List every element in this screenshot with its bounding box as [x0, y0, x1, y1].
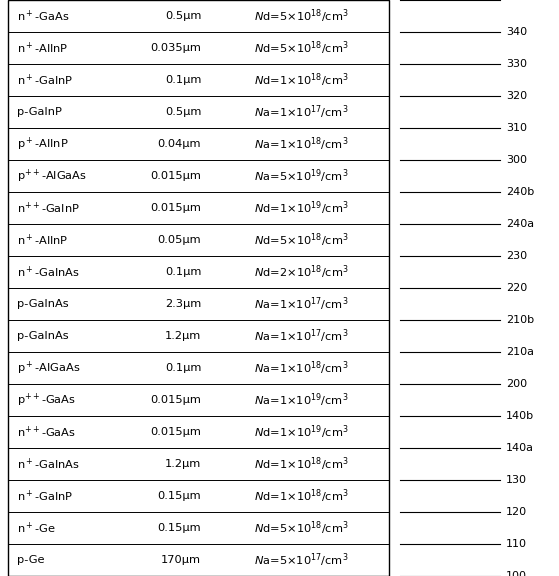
Bar — [8, 0, 389, 576]
Text: 240a: 240a — [506, 219, 534, 229]
Text: n$^+$-GaInAs: n$^+$-GaInAs — [17, 456, 80, 472]
Text: p-GaInAs: p-GaInAs — [17, 299, 68, 309]
Text: 210b: 210b — [506, 315, 534, 325]
Text: 0.015μm: 0.015μm — [150, 203, 201, 213]
Text: 0.015μm: 0.015μm — [150, 171, 201, 181]
Text: p-GaInAs: p-GaInAs — [17, 331, 68, 341]
Text: 340: 340 — [506, 27, 527, 37]
Text: 0.015μm: 0.015μm — [150, 395, 201, 405]
Text: n$^+$-GaInP: n$^+$-GaInP — [17, 488, 73, 503]
Text: 0.035μm: 0.035μm — [150, 43, 201, 53]
Text: p$^{++}$-AlGaAs: p$^{++}$-AlGaAs — [17, 168, 87, 185]
Text: 0.15μm: 0.15μm — [158, 523, 201, 533]
Text: 1.2μm: 1.2μm — [165, 459, 201, 469]
Text: $\mathit{N}$d=5×10$^{18}$/cm$^3$: $\mathit{N}$d=5×10$^{18}$/cm$^3$ — [254, 231, 349, 249]
Text: $\mathit{N}$a=5×10$^{19}$/cm$^3$: $\mathit{N}$a=5×10$^{19}$/cm$^3$ — [254, 167, 349, 185]
Text: p$^+$-AlInP: p$^+$-AlInP — [17, 135, 68, 153]
Text: n$^{++}$-GaAs: n$^{++}$-GaAs — [17, 425, 76, 439]
Text: n$^+$-GaAs: n$^+$-GaAs — [17, 8, 69, 24]
Text: 0.5μm: 0.5μm — [165, 11, 201, 21]
Text: $\mathit{N}$d=5×10$^{18}$/cm$^3$: $\mathit{N}$d=5×10$^{18}$/cm$^3$ — [254, 7, 349, 25]
Text: $\mathit{N}$d=1×10$^{19}$/cm$^3$: $\mathit{N}$d=1×10$^{19}$/cm$^3$ — [254, 199, 349, 217]
Text: $\mathit{N}$a=1×10$^{17}$/cm$^3$: $\mathit{N}$a=1×10$^{17}$/cm$^3$ — [254, 327, 349, 345]
Text: 310: 310 — [506, 123, 527, 133]
Text: 0.1μm: 0.1μm — [165, 363, 201, 373]
Text: 140b: 140b — [506, 411, 534, 421]
Text: p$^{++}$-GaAs: p$^{++}$-GaAs — [17, 391, 76, 408]
Text: 0.04μm: 0.04μm — [158, 139, 201, 149]
Text: 0.05μm: 0.05μm — [158, 235, 201, 245]
Text: p$^+$-AlGaAs: p$^+$-AlGaAs — [17, 359, 80, 377]
Text: n$^+$-AlInP: n$^+$-AlInP — [17, 232, 68, 248]
Text: $\mathit{N}$a=5×10$^{17}$/cm$^3$: $\mathit{N}$a=5×10$^{17}$/cm$^3$ — [254, 551, 349, 569]
Text: n$^+$-AlInP: n$^+$-AlInP — [17, 40, 68, 56]
Text: 0.015μm: 0.015μm — [150, 427, 201, 437]
Text: n$^{++}$-GaInP: n$^{++}$-GaInP — [17, 200, 80, 215]
Text: p-GaInP: p-GaInP — [17, 107, 61, 117]
Text: $\mathit{N}$a=1×10$^{19}$/cm$^3$: $\mathit{N}$a=1×10$^{19}$/cm$^3$ — [254, 391, 349, 409]
Text: 170μm: 170μm — [161, 555, 201, 565]
Text: 140a: 140a — [506, 443, 534, 453]
Text: $\mathit{N}$a=1×10$^{17}$/cm$^3$: $\mathit{N}$a=1×10$^{17}$/cm$^3$ — [254, 103, 349, 121]
Text: 200: 200 — [506, 379, 527, 389]
Text: $\mathit{N}$a=1×10$^{17}$/cm$^3$: $\mathit{N}$a=1×10$^{17}$/cm$^3$ — [254, 295, 349, 313]
Text: 100: 100 — [506, 571, 527, 576]
Text: $\mathit{N}$d=1×10$^{19}$/cm$^3$: $\mathit{N}$d=1×10$^{19}$/cm$^3$ — [254, 423, 349, 441]
Text: 130: 130 — [506, 475, 527, 485]
Text: 1.2μm: 1.2μm — [165, 331, 201, 341]
Text: n$^+$-GaInAs: n$^+$-GaInAs — [17, 264, 80, 280]
Text: $\mathit{N}$a=1×10$^{18}$/cm$^3$: $\mathit{N}$a=1×10$^{18}$/cm$^3$ — [254, 135, 349, 153]
Text: $\mathit{N}$d=1×10$^{18}$/cm$^3$: $\mathit{N}$d=1×10$^{18}$/cm$^3$ — [254, 455, 349, 473]
Text: $\mathit{N}$d=5×10$^{18}$/cm$^3$: $\mathit{N}$d=5×10$^{18}$/cm$^3$ — [254, 39, 349, 57]
Text: n$^+$-Ge: n$^+$-Ge — [17, 520, 55, 536]
Text: 220: 220 — [506, 283, 527, 293]
Text: 0.1μm: 0.1μm — [165, 267, 201, 277]
Text: $\mathit{N}$a=1×10$^{18}$/cm$^3$: $\mathit{N}$a=1×10$^{18}$/cm$^3$ — [254, 359, 349, 377]
Text: 0.5μm: 0.5μm — [165, 107, 201, 117]
Text: 320: 320 — [506, 91, 527, 101]
Text: $\mathit{N}$d=5×10$^{18}$/cm$^3$: $\mathit{N}$d=5×10$^{18}$/cm$^3$ — [254, 519, 349, 537]
Text: n$^+$-GaInP: n$^+$-GaInP — [17, 73, 73, 88]
Text: 230: 230 — [506, 251, 527, 261]
Text: $\mathit{N}$d=2×10$^{18}$/cm$^3$: $\mathit{N}$d=2×10$^{18}$/cm$^3$ — [254, 263, 349, 281]
Text: 330: 330 — [506, 59, 527, 69]
Text: 210a: 210a — [506, 347, 534, 357]
Text: 0.15μm: 0.15μm — [158, 491, 201, 501]
Text: 110: 110 — [506, 539, 527, 549]
Text: p-Ge: p-Ge — [17, 555, 44, 565]
Text: 2.3μm: 2.3μm — [165, 299, 201, 309]
Text: 0.1μm: 0.1μm — [165, 75, 201, 85]
Text: 300: 300 — [506, 155, 527, 165]
Text: $\mathit{N}$d=1×10$^{18}$/cm$^3$: $\mathit{N}$d=1×10$^{18}$/cm$^3$ — [254, 487, 349, 505]
Text: $\mathit{N}$d=1×10$^{18}$/cm$^3$: $\mathit{N}$d=1×10$^{18}$/cm$^3$ — [254, 71, 349, 89]
Text: 120: 120 — [506, 507, 527, 517]
Text: 240b: 240b — [506, 187, 534, 197]
